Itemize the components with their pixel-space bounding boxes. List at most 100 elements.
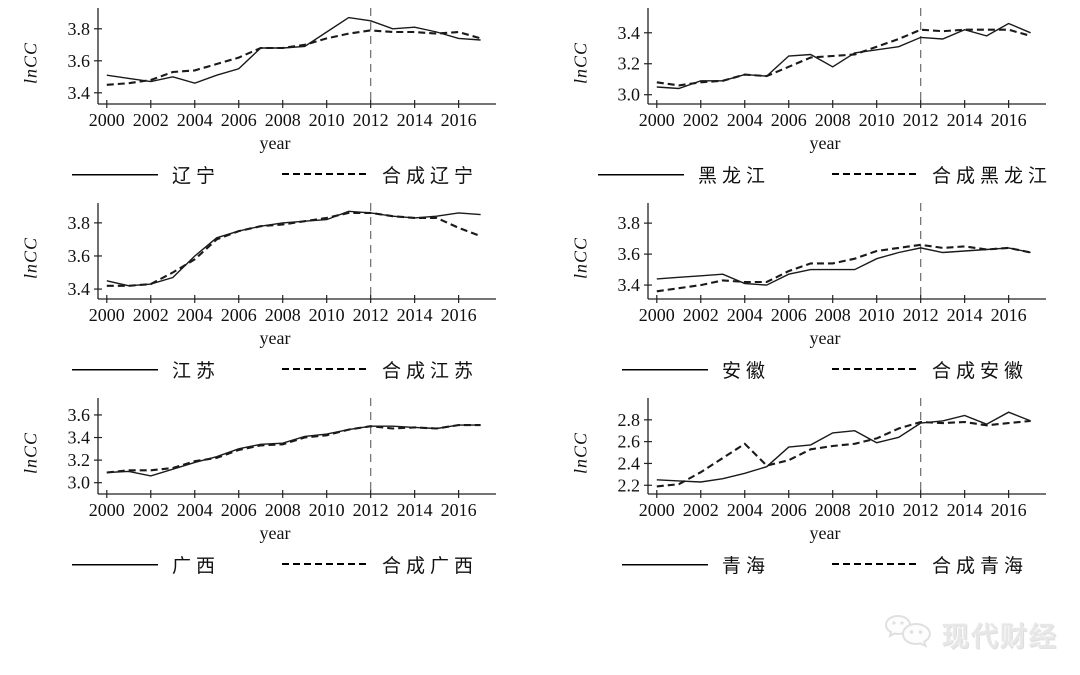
svg-text:2002: 2002 xyxy=(133,110,169,130)
svg-text:2014: 2014 xyxy=(947,110,983,130)
svg-text:3.2: 3.2 xyxy=(618,54,641,74)
svg-text:2004: 2004 xyxy=(727,110,763,130)
svg-text:2008: 2008 xyxy=(815,110,851,130)
legend-label-synthetic: 合成安徽 xyxy=(932,361,1029,382)
y-axis-label: lnCC xyxy=(20,432,41,475)
svg-text:2006: 2006 xyxy=(771,110,807,130)
legend-dashed-line-sample xyxy=(832,368,918,371)
chart-jiangsu: lnCC 2000 2002 2004 2006 2008 2010 2012 2014 201… xyxy=(21,197,557,392)
x-axis-label: year xyxy=(259,133,291,153)
svg-text:2000: 2000 xyxy=(639,110,675,130)
svg-text:2016: 2016 xyxy=(441,305,477,325)
y-axis-label: lnCC xyxy=(570,42,591,85)
svg-text:2004: 2004 xyxy=(727,305,763,325)
plot-row: lnCC 2000 2002 2004 2006 2008 2010 2012 2014 201… xyxy=(570,392,1080,528)
svg-text:3.4: 3.4 xyxy=(68,83,91,103)
svg-text:2006: 2006 xyxy=(221,305,257,325)
legend-label-synthetic: 合成广西 xyxy=(382,556,479,577)
line-plot-jiangsu: 2000 2002 2004 2006 2008 2010 2012 2014 2016 3.4 3… xyxy=(68,203,496,325)
svg-text:2008: 2008 xyxy=(265,500,301,520)
svg-text:2016: 2016 xyxy=(991,305,1027,325)
legend-solid-line-sample xyxy=(621,563,708,566)
svg-text:2.6: 2.6 xyxy=(618,432,641,452)
legend-label-actual: 江苏 xyxy=(171,361,220,382)
legend-solid-line-sample xyxy=(71,368,158,371)
svg-text:2006: 2006 xyxy=(221,110,257,130)
plot-row: lnCC 2000 2002 2004 2006 2008 2010 2012 2014 201… xyxy=(20,392,557,528)
legend: 黑龙江 合成黑龙江 xyxy=(590,161,1060,188)
svg-text:2014: 2014 xyxy=(947,305,983,325)
svg-text:2012: 2012 xyxy=(353,110,389,130)
plot-row: lnCC 2000 2002 2004 2006 2008 2010 2012 2014 201… xyxy=(570,2,1080,138)
legend-label-synthetic: 合成青海 xyxy=(932,556,1029,577)
legend-solid-line-sample xyxy=(71,173,158,176)
svg-text:2000: 2000 xyxy=(89,500,125,520)
svg-text:3.6: 3.6 xyxy=(68,405,91,425)
svg-text:2016: 2016 xyxy=(441,110,477,130)
svg-text:2014: 2014 xyxy=(947,500,983,520)
svg-text:2012: 2012 xyxy=(903,500,939,520)
svg-text:3.0: 3.0 xyxy=(68,473,91,493)
chart-anhui: lnCC 2000 2002 2004 2006 2008 2010 2012 2014 201… xyxy=(571,197,1080,392)
svg-text:2.8: 2.8 xyxy=(618,410,641,430)
svg-text:2002: 2002 xyxy=(133,500,169,520)
figure-grid: lnCC 2000 2002 2004 2006 2008 2010 2012 2014 201… xyxy=(20,2,1080,587)
svg-text:2014: 2014 xyxy=(397,110,433,130)
x-axis-label: year xyxy=(809,328,841,348)
y-axis-label: lnCC xyxy=(570,432,591,475)
legend-label-actual: 青海 xyxy=(721,556,770,577)
svg-text:3.6: 3.6 xyxy=(68,51,91,71)
svg-text:3.8: 3.8 xyxy=(68,213,91,233)
legend-solid-line-sample xyxy=(597,173,684,176)
svg-text:2002: 2002 xyxy=(683,110,719,130)
svg-text:3.6: 3.6 xyxy=(68,246,91,266)
legend: 广西 合成广西 xyxy=(40,551,510,578)
plot-row: lnCC 2000 2002 2004 2006 2008 2010 2012 2014 201… xyxy=(571,197,1080,333)
svg-text:2010: 2010 xyxy=(309,500,345,520)
svg-text:2008: 2008 xyxy=(815,500,851,520)
svg-text:2002: 2002 xyxy=(683,305,719,325)
legend: 青海 合成青海 xyxy=(590,551,1060,578)
svg-text:2012: 2012 xyxy=(353,305,389,325)
legend-dashed-line-sample xyxy=(832,563,918,566)
svg-text:2010: 2010 xyxy=(309,305,345,325)
svg-text:2000: 2000 xyxy=(89,110,125,130)
svg-text:2000: 2000 xyxy=(639,305,675,325)
svg-text:2008: 2008 xyxy=(265,110,301,130)
x-axis-label: year xyxy=(259,328,291,348)
svg-text:2010: 2010 xyxy=(859,500,895,520)
svg-text:2002: 2002 xyxy=(133,305,169,325)
legend-solid-line-sample xyxy=(71,563,158,566)
svg-text:2012: 2012 xyxy=(903,110,939,130)
legend-dashed-line-sample xyxy=(832,173,918,176)
chart-heilongjiang: lnCC 2000 2002 2004 2006 2008 2010 2012 2014 201… xyxy=(570,2,1080,197)
legend-dashed-line-sample xyxy=(282,563,368,566)
legend: 江苏 合成江苏 xyxy=(40,356,510,383)
svg-text:3.4: 3.4 xyxy=(68,279,91,299)
legend: 安徽 合成安徽 xyxy=(590,356,1060,383)
svg-text:2004: 2004 xyxy=(727,500,763,520)
svg-text:2.2: 2.2 xyxy=(618,475,641,495)
svg-text:2000: 2000 xyxy=(89,305,125,325)
chart-qinghai: lnCC 2000 2002 2004 2006 2008 2010 2012 2014 201… xyxy=(570,392,1080,587)
wechat-bubbles-icon xyxy=(882,612,934,657)
svg-text:3.4: 3.4 xyxy=(68,428,91,448)
svg-text:3.2: 3.2 xyxy=(68,450,91,470)
line-plot-qinghai: 2000 2002 2004 2006 2008 2010 2012 2014 20162.22… xyxy=(618,398,1046,520)
legend-dashed-line-sample xyxy=(282,173,368,176)
svg-text:3.8: 3.8 xyxy=(618,213,641,233)
line-plot-guangxi: 2000 2002 2004 2006 2008 2010 2012 2014 2016 3.0 3… xyxy=(68,398,496,520)
svg-text:2006: 2006 xyxy=(771,500,807,520)
svg-text:2008: 2008 xyxy=(265,305,301,325)
svg-text:2006: 2006 xyxy=(221,500,257,520)
legend-label-synthetic: 合成辽宁 xyxy=(382,166,479,187)
svg-text:2006: 2006 xyxy=(771,305,807,325)
svg-text:3.4: 3.4 xyxy=(618,23,641,43)
legend-label-actual: 黑龙江 xyxy=(697,166,770,187)
svg-text:2010: 2010 xyxy=(859,305,895,325)
svg-text:2016: 2016 xyxy=(441,500,477,520)
legend-label-actual: 辽宁 xyxy=(171,166,220,187)
svg-text:3.0: 3.0 xyxy=(618,85,641,105)
legend-label-synthetic: 合成江苏 xyxy=(382,361,479,382)
svg-text:2004: 2004 xyxy=(177,500,213,520)
